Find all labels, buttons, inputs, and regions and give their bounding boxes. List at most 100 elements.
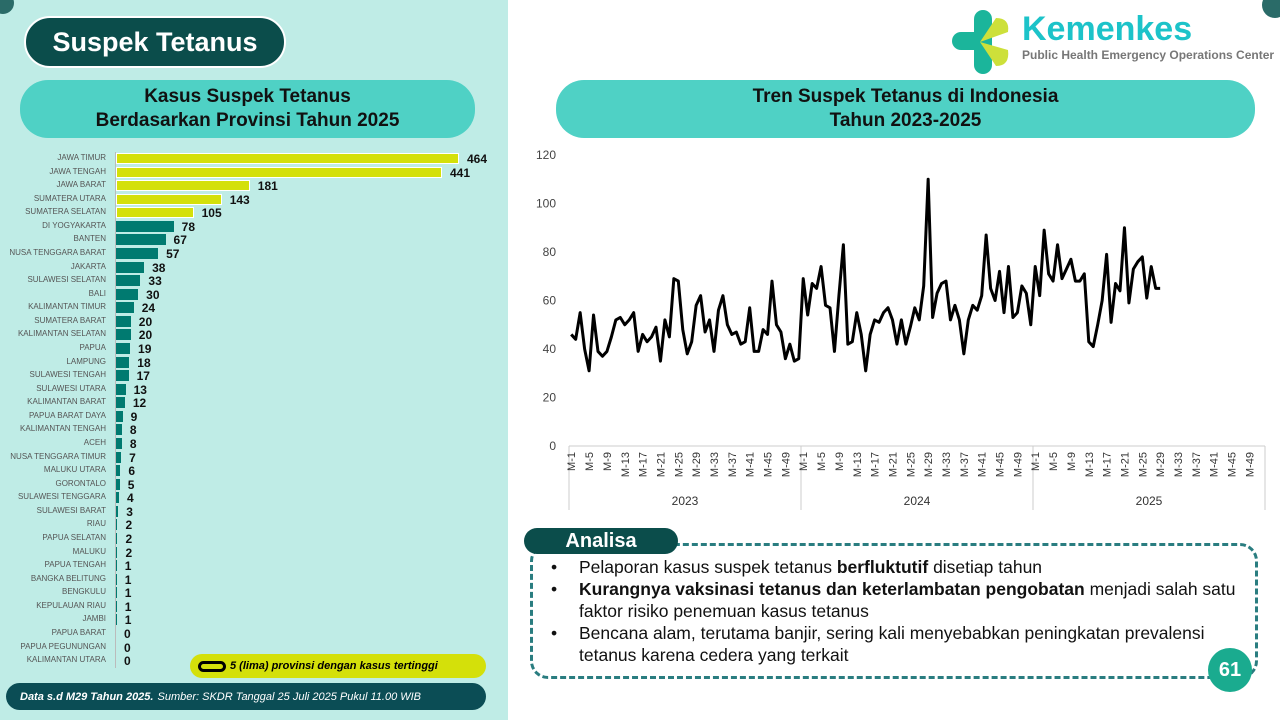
bar-label: PAPUA BARAT — [51, 627, 106, 637]
x-tick-label: M-25 — [673, 452, 685, 477]
bar — [116, 383, 126, 395]
bar-label: SUMATERA UTARA — [33, 193, 106, 203]
bar-row: PAPUA TENGAH 1 — [0, 559, 500, 574]
year-label: 2024 — [904, 494, 931, 508]
bar-label: KALIMANTAN UTARA — [26, 655, 106, 665]
bar-value: 4 — [126, 491, 134, 506]
bar — [116, 193, 222, 205]
bar-label: PAPUA PEGUNUNGAN — [20, 641, 106, 651]
bar-value: 5 — [127, 477, 135, 492]
legend-swatch — [198, 660, 226, 672]
bar-label: ACEH — [83, 437, 106, 447]
bar — [116, 356, 130, 368]
x-tick-label: M-29 — [691, 452, 703, 477]
bar-value: 181 — [257, 179, 278, 194]
bar-label: JAMBI — [82, 614, 106, 624]
bar — [116, 451, 122, 463]
bar-value: 9 — [130, 409, 138, 424]
bar-label: MALUKU — [72, 546, 106, 556]
bar-row: DI YOGYAKARTA 78 — [0, 219, 500, 234]
page-title: Suspek Tetanus — [24, 16, 286, 68]
legend: 5 (lima) provinsi dengan kasus tertinggi — [190, 654, 486, 678]
line-title-line: Tahun 2023-2025 — [829, 110, 982, 131]
bar-value: 13 — [133, 382, 147, 397]
bar-value: 0 — [124, 640, 131, 655]
analysis-item: Pelaporan kasus suspek tetanus berfluktu… — [551, 556, 1251, 578]
bar-row: SULAWESI SELATAN 33 — [0, 274, 500, 288]
bar-value: 20 — [138, 328, 153, 343]
bar — [116, 370, 129, 382]
kemenkes-logo: Kemenkes Public Health Emergency Operati… — [952, 10, 1275, 76]
bar-value: 1 — [124, 599, 132, 614]
bar-row: SULAWESI TENGGARA 4 — [0, 491, 500, 506]
y-tick-label: 80 — [543, 245, 557, 259]
bar-label: SULAWESI TENGAH — [29, 370, 106, 380]
bar-label: PAPUA TENGAH — [44, 560, 107, 570]
bar — [116, 275, 141, 287]
bar-label: NUSA TENGGARA BARAT — [9, 247, 106, 257]
bar-label: JAWA TENGAH — [49, 166, 106, 176]
x-tick-label: M-1 — [566, 452, 578, 471]
x-tick-label: M-21 — [1119, 452, 1131, 477]
legend-text: 5 (lima) provinsi dengan kasus tertinggi — [230, 660, 438, 672]
bar-row: SUMATERA SELATAN 105 — [0, 206, 500, 220]
x-tick-label: M-29 — [923, 452, 935, 477]
bar-row: KALIMANTAN TENGAH 8 — [0, 423, 500, 437]
x-tick-label: M-41 — [977, 452, 989, 477]
logo-icon — [952, 10, 1009, 74]
x-tick-label: M-25 — [1137, 452, 1149, 477]
bar-row: PAPUA BARAT DAYA 9 — [0, 409, 500, 424]
bar-label: NUSA TENGGARA TIMUR — [10, 451, 106, 461]
bar-label: JAWA TIMUR — [57, 153, 106, 162]
x-tick-label: M-21 — [655, 452, 667, 477]
bar-label: RIAU — [86, 519, 106, 529]
bar — [116, 153, 459, 164]
x-tick-label: M-1 — [798, 452, 810, 471]
y-tick-label: 100 — [536, 197, 556, 211]
bar — [116, 207, 194, 219]
bar — [116, 573, 117, 585]
bar — [116, 478, 120, 490]
analysis-box: Pelaporan kasus suspek tetanus berfluktu… — [530, 543, 1258, 679]
bar-row: RIAU 2 — [0, 518, 500, 533]
x-tick-label: M-9 — [602, 452, 614, 471]
bar-label: SULAWESI BARAT — [36, 505, 106, 515]
bar-row: KALIMANTAN SELATAN 20 — [0, 328, 500, 343]
bar-row: GORONTALO 5 — [0, 477, 500, 492]
bar-label: PAPUA — [79, 342, 106, 352]
bar-row: SULAWESI UTARA 13 — [0, 382, 500, 397]
y-tick-label: 40 — [543, 342, 557, 356]
x-tick-label: M-9 — [834, 452, 846, 471]
bar-row: PAPUA BARAT 0 — [0, 627, 500, 641]
bar-value: 2 — [125, 518, 133, 533]
bar-value: 30 — [146, 287, 160, 302]
x-tick-label: M-13 — [620, 452, 632, 477]
bar — [116, 546, 118, 558]
x-tick-label: M-25 — [905, 452, 917, 477]
bar-row: SUMATERA BARAT 20 — [0, 315, 500, 329]
bar-value: 17 — [136, 369, 150, 384]
y-tick-label: 60 — [543, 294, 557, 308]
x-tick-label: M-33 — [941, 452, 953, 477]
bar-row: KALIMANTAN UTARA 0 — [0, 654, 500, 668]
bar — [116, 180, 250, 192]
bar — [116, 600, 117, 612]
page-number: 61 — [1208, 648, 1252, 692]
bar-label: BENGKULU — [61, 587, 106, 597]
analysis-item: Bencana alam, terutama banjir, sering ka… — [551, 622, 1251, 666]
bar-value: 1 — [124, 559, 132, 574]
bar-value: 38 — [152, 260, 166, 275]
bar-value: 8 — [129, 436, 137, 451]
bar-value: 78 — [181, 219, 196, 234]
x-tick-label: M-45 — [1227, 452, 1239, 477]
bar-row: SULAWESI BARAT 3 — [0, 505, 500, 519]
x-tick-label: M-5 — [584, 452, 596, 471]
bar-row: JAMBI 1 — [0, 613, 500, 627]
bar-row: JAWA BARAT 181 — [0, 179, 500, 194]
bar-row: BANTEN 67 — [0, 233, 500, 247]
bar-row: PAPUA SELATAN 2 — [0, 532, 500, 546]
bar-label: JAWA BARAT — [56, 180, 107, 190]
bar-row: NUSA TENGGARA TIMUR 7 — [0, 451, 500, 465]
x-tick-label: M-17 — [638, 452, 650, 477]
logo-subtitle: Public Health Emergency Operations Cente… — [1022, 48, 1275, 62]
